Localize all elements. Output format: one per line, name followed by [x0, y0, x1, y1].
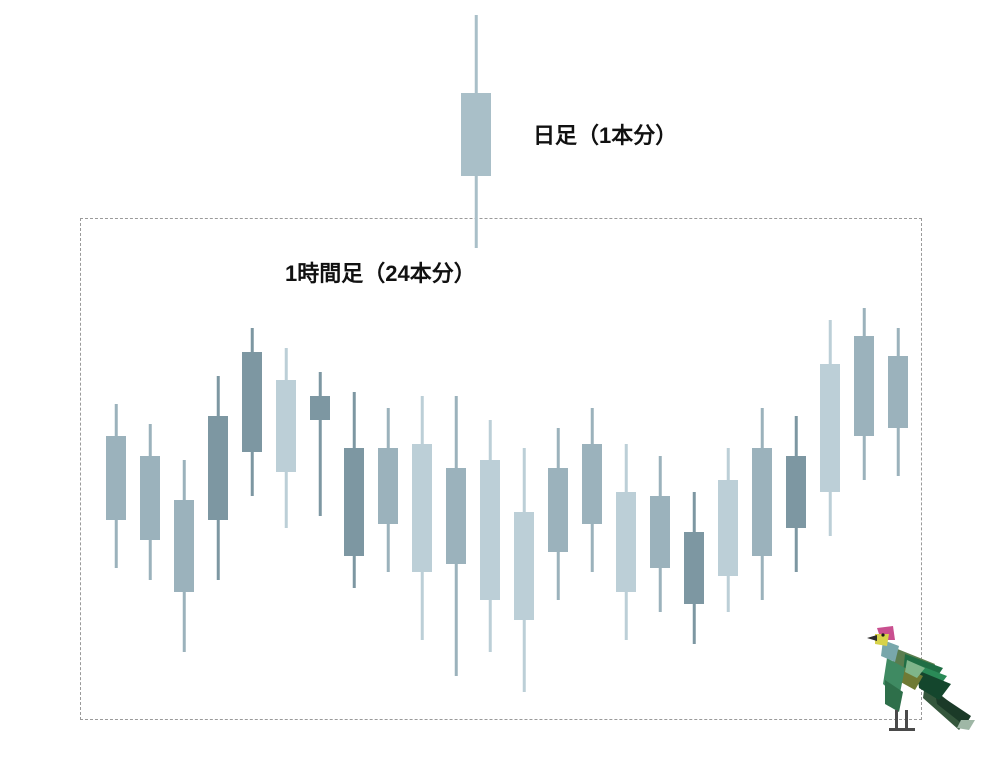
- hourly-candle: [514, 0, 534, 761]
- candle-body: [412, 444, 432, 572]
- hourly-candle: [548, 0, 568, 761]
- candle-body: [752, 448, 772, 556]
- candle-body: [718, 480, 738, 576]
- hourly-candle: [786, 0, 806, 761]
- hourly-candle: [140, 0, 160, 761]
- candle-body: [616, 492, 636, 592]
- hourly-candle: [242, 0, 262, 761]
- candle-body: [174, 500, 194, 592]
- candle-body: [446, 468, 466, 564]
- candle-body: [378, 448, 398, 524]
- hourly-candle: [208, 0, 228, 761]
- candle-body: [854, 336, 874, 436]
- hourly-candle: [752, 0, 772, 761]
- candle-body: [650, 496, 670, 568]
- hourly-candle: [378, 0, 398, 761]
- hourly-candle: [650, 0, 670, 761]
- candle-body: [786, 456, 806, 528]
- chart-canvas: 日足（1本分） 1時間足（24本分）: [0, 0, 1000, 761]
- candle-body: [514, 512, 534, 620]
- candle-body: [140, 456, 160, 540]
- candle-body: [820, 364, 840, 492]
- hourly-candle: [820, 0, 840, 761]
- hourly-candle: [616, 0, 636, 761]
- candle-body: [106, 436, 126, 520]
- candle-body: [582, 444, 602, 524]
- candle-body: [276, 380, 296, 472]
- hourly-candle: [480, 0, 500, 761]
- candle-body: [480, 460, 500, 600]
- hourly-candle: [106, 0, 126, 761]
- candle-body: [310, 396, 330, 420]
- candle-body: [888, 356, 908, 428]
- candle-body: [344, 448, 364, 556]
- hourly-candle: [174, 0, 194, 761]
- hourly-candle: [310, 0, 330, 761]
- hourly-candle: [582, 0, 602, 761]
- hourly-candle: [344, 0, 364, 761]
- candle-wick: [319, 372, 322, 516]
- hourly-candle: [446, 0, 466, 761]
- candle-body: [208, 416, 228, 520]
- candle-body: [684, 532, 704, 604]
- candle-body: [242, 352, 262, 452]
- hourly-candle: [276, 0, 296, 761]
- hourly-candle: [684, 0, 704, 761]
- candle-body: [548, 468, 568, 552]
- hourly-candle: [718, 0, 738, 761]
- bird-icon: [865, 620, 977, 740]
- hourly-candle: [412, 0, 432, 761]
